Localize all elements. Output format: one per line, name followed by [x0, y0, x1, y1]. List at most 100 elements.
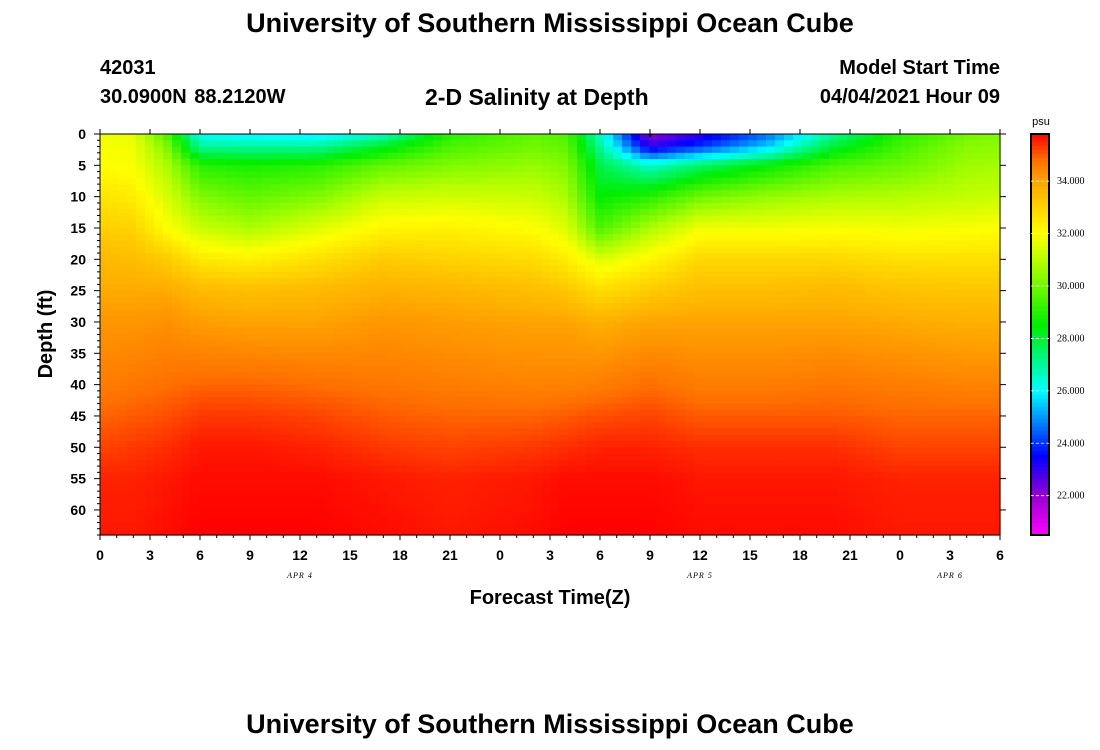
heatmap-cell	[901, 372, 911, 379]
heatmap-cell	[433, 227, 443, 235]
heatmap-cell	[388, 165, 398, 173]
heatmap-cell	[298, 202, 308, 210]
heatmap-cell	[136, 177, 146, 185]
heatmap-cell	[694, 290, 704, 298]
heatmap-cell	[532, 422, 542, 430]
heatmap-cell	[361, 140, 371, 148]
heatmap-cell	[541, 202, 551, 210]
heatmap-cell	[496, 134, 506, 141]
heatmap-cell	[847, 397, 857, 405]
heatmap-cell	[136, 397, 146, 405]
heatmap-cell	[514, 165, 524, 173]
heatmap-cell	[676, 215, 686, 223]
heatmap-cell	[757, 296, 767, 304]
heatmap-cell	[523, 227, 533, 235]
heatmap-cell	[937, 140, 947, 148]
heatmap-cell	[793, 265, 803, 273]
heatmap-cell	[658, 428, 668, 436]
heatmap-cell	[658, 334, 668, 342]
heatmap-cell	[208, 240, 218, 248]
heatmap-cell	[568, 271, 578, 279]
heatmap-cell	[289, 152, 299, 160]
heatmap-cell	[109, 328, 119, 336]
heatmap-cell	[334, 146, 344, 154]
heatmap-cell	[136, 209, 146, 217]
heatmap-cell	[910, 397, 920, 405]
heatmap-cell	[235, 372, 245, 379]
heatmap-cell	[514, 184, 524, 191]
heatmap-cell	[613, 422, 623, 430]
heatmap-cell	[334, 353, 344, 361]
heatmap-cell	[352, 365, 362, 373]
heatmap-cell	[730, 259, 740, 267]
heatmap-cell	[253, 184, 263, 191]
heatmap-cell	[379, 328, 389, 336]
heatmap-cell	[865, 347, 875, 354]
heatmap-cell	[586, 309, 596, 317]
heatmap-cell	[118, 246, 128, 254]
heatmap-cell	[919, 165, 929, 173]
heatmap-cell	[658, 190, 668, 198]
heatmap-cell	[307, 240, 317, 248]
heatmap-cell	[595, 359, 605, 367]
heatmap-cell	[118, 171, 128, 179]
heatmap-cell	[649, 202, 659, 210]
heatmap-cell	[469, 140, 479, 148]
heatmap-cell	[901, 321, 911, 329]
heatmap-cell	[298, 347, 308, 354]
heatmap-cell	[883, 378, 893, 386]
heatmap-cell	[271, 309, 281, 317]
heatmap-cell	[523, 253, 533, 260]
heatmap-cell	[487, 353, 497, 361]
heatmap-cell	[937, 315, 947, 323]
heatmap-cell	[874, 221, 884, 229]
heatmap-cell	[127, 240, 137, 248]
heatmap-cell	[658, 152, 668, 160]
heatmap-cell	[865, 340, 875, 348]
heatmap-cell	[703, 359, 713, 367]
heatmap-cell	[703, 253, 713, 260]
heatmap-cell	[793, 434, 803, 442]
heatmap-cell	[604, 215, 614, 223]
heatmap-cell	[154, 365, 164, 373]
heatmap-cell	[883, 240, 893, 248]
heatmap-cell	[334, 415, 344, 423]
heatmap-cell	[334, 165, 344, 173]
heatmap-cell	[154, 290, 164, 298]
heatmap-cell	[613, 259, 623, 267]
heatmap-cell	[451, 246, 461, 254]
heatmap-cell	[613, 403, 623, 411]
heatmap-cell	[586, 265, 596, 273]
heatmap-cell	[838, 353, 848, 361]
heatmap-cell	[505, 397, 515, 405]
heatmap-cell	[928, 134, 938, 141]
heatmap-cell	[307, 177, 317, 185]
heatmap-cell	[928, 152, 938, 160]
heatmap-cell	[604, 165, 614, 173]
heatmap-cell	[397, 321, 407, 329]
heatmap-cell	[469, 284, 479, 292]
heatmap-cell	[361, 321, 371, 329]
heatmap-cell	[757, 403, 767, 411]
heatmap-cell	[658, 321, 668, 329]
heatmap-cell	[154, 309, 164, 317]
heatmap-cell	[469, 403, 479, 411]
heatmap-cell	[217, 209, 227, 217]
heatmap-cell	[721, 328, 731, 336]
heatmap-cell	[784, 165, 794, 173]
heatmap-cell	[577, 315, 587, 323]
heatmap-cell	[865, 234, 875, 242]
heatmap-cell	[280, 303, 290, 311]
heatmap-cell	[649, 240, 659, 248]
heatmap-cell	[865, 184, 875, 191]
heatmap-cell	[811, 397, 821, 405]
heatmap-cell	[757, 290, 767, 298]
heatmap-cell	[568, 303, 578, 311]
heatmap-cell	[289, 190, 299, 198]
heatmap-cell	[550, 278, 560, 285]
heatmap-cell	[388, 177, 398, 185]
heatmap-cell	[775, 177, 785, 185]
heatmap-cell	[163, 215, 173, 223]
heatmap-cell	[253, 409, 263, 417]
heatmap-cell	[415, 397, 425, 405]
